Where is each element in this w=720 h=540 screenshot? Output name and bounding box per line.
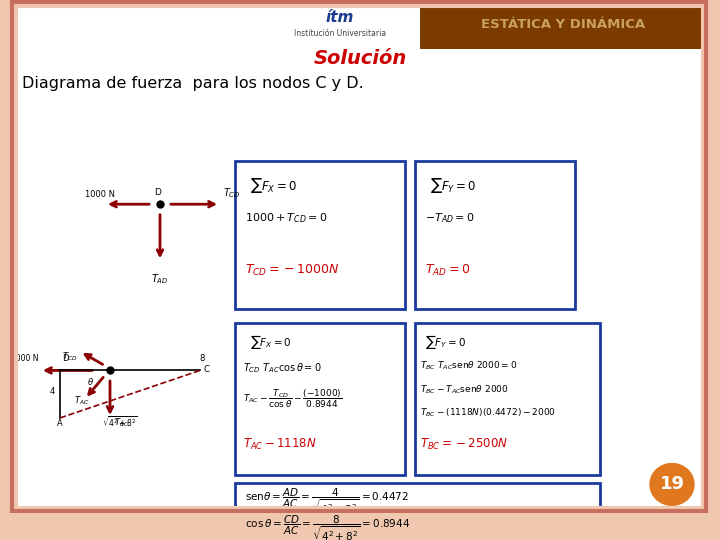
Text: Solución: Solución — [313, 49, 407, 69]
Text: 19: 19 — [660, 475, 685, 494]
Bar — [420, 0, 706, 49]
Circle shape — [650, 463, 694, 505]
Text: $T_{CD} = -1000N$: $T_{CD} = -1000N$ — [245, 263, 339, 278]
Text: $1000 + T_{CD} = 0$: $1000 + T_{CD} = 0$ — [245, 212, 328, 225]
Bar — [235, 323, 405, 475]
Text: $\theta$: $\theta$ — [86, 376, 94, 387]
Text: $T_{BC}\ T_{AC}\mathrm{sen}\theta\ 2000 = 0$: $T_{BC}\ T_{AC}\mathrm{sen}\theta\ 2000 … — [420, 360, 517, 372]
Text: Institución Universitaria: Institución Universitaria — [294, 29, 386, 38]
Text: ESTÁTICA Y DINÁMICA: ESTÁTICA Y DINÁMICA — [481, 18, 645, 31]
Bar — [415, 161, 575, 309]
Text: $T_{BC} - T_{AC}\mathrm{sen}\theta\ 2000$: $T_{BC} - T_{AC}\mathrm{sen}\theta\ 2000… — [420, 383, 508, 396]
Text: $T_{CD}\ T_{AC}\cos\theta = 0$: $T_{CD}\ T_{AC}\cos\theta = 0$ — [243, 362, 322, 375]
Text: $T_{CD}$: $T_{CD}$ — [223, 187, 240, 200]
Text: $T_{CD}$: $T_{CD}$ — [62, 350, 78, 362]
Text: $\mathrm{sen}\theta = \dfrac{AD}{AC} = \dfrac{4}{\sqrt{4^2+8^2}} = 0.4472$: $\mathrm{sen}\theta = \dfrac{AD}{AC} = \… — [245, 487, 409, 516]
Text: $T_{AC}$: $T_{AC}$ — [74, 395, 89, 407]
Text: $T_{AD} = 0$: $T_{AD} = 0$ — [425, 263, 470, 278]
Text: D: D — [155, 188, 161, 197]
Text: $T_{AC} - 1118N$: $T_{AC} - 1118N$ — [243, 437, 317, 452]
Bar — [415, 323, 600, 475]
Text: $\sqrt{4^2+8^2}$: $\sqrt{4^2+8^2}$ — [102, 415, 138, 430]
Text: $T_{AD}$: $T_{AD}$ — [151, 272, 168, 286]
Text: $T_{BC} - (1118N)(0.4472) - 2000$: $T_{BC} - (1118N)(0.4472) - 2000$ — [420, 407, 556, 420]
Text: $T_{BC}$: $T_{BC}$ — [114, 416, 130, 429]
Text: $\sum F_X = 0$: $\sum F_X = 0$ — [250, 333, 292, 351]
Text: $T_{BC} = -2500N$: $T_{BC} = -2500N$ — [420, 437, 508, 452]
Text: $\sum F_Y = 0$: $\sum F_Y = 0$ — [425, 333, 466, 351]
Text: $\sum F_X = 0$: $\sum F_X = 0$ — [250, 176, 297, 195]
Bar — [0, 0, 12, 513]
Text: ítm: ítm — [326, 10, 354, 25]
Text: Diagrama de fuerza  para los nodos C y D.: Diagrama de fuerza para los nodos C y D. — [22, 76, 364, 91]
Text: 2000 N: 2000 N — [12, 354, 39, 363]
Text: A: A — [57, 418, 63, 428]
Bar — [235, 161, 405, 309]
Text: $\sum F_Y = 0$: $\sum F_Y = 0$ — [430, 176, 477, 195]
Bar — [235, 483, 600, 540]
Text: $\cos\theta = \dfrac{CD}{AC} = \dfrac{8}{\sqrt{4^2+8^2}} = 0.8944$: $\cos\theta = \dfrac{CD}{AC} = \dfrac{8}… — [245, 514, 410, 540]
Text: 1000 N: 1000 N — [85, 190, 115, 199]
Text: D: D — [62, 354, 68, 363]
Text: 4: 4 — [50, 387, 55, 396]
Text: 8: 8 — [199, 354, 204, 363]
Text: $-T_{AD} = 0$: $-T_{AD} = 0$ — [425, 212, 474, 225]
Bar — [706, 0, 720, 513]
Text: $T_{AC} - \dfrac{T_{CD}}{\cos\theta} - \dfrac{(-1000)}{0.8944}$: $T_{AC} - \dfrac{T_{CD}}{\cos\theta} - \… — [243, 388, 342, 410]
Text: C: C — [203, 366, 209, 374]
